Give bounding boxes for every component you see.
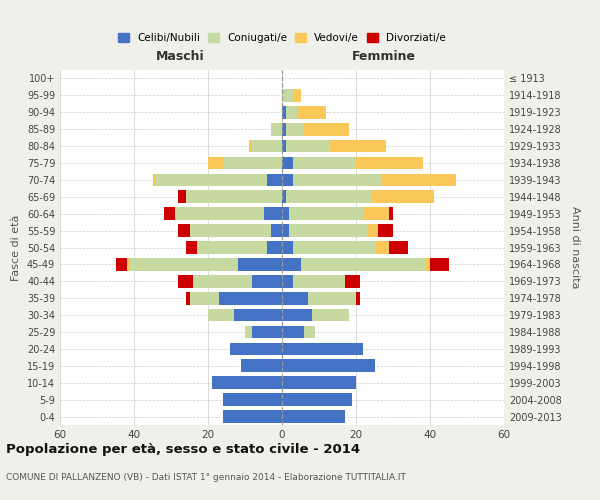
- Bar: [282, 376, 356, 389]
- Bar: [178, 190, 186, 203]
- Bar: [374, 241, 389, 254]
- Bar: [282, 394, 352, 406]
- Bar: [282, 224, 289, 237]
- Bar: [282, 275, 293, 287]
- Bar: [282, 140, 286, 152]
- Bar: [130, 258, 238, 270]
- Bar: [164, 208, 175, 220]
- Bar: [282, 410, 345, 423]
- Bar: [301, 258, 426, 270]
- Bar: [223, 156, 282, 170]
- Bar: [263, 208, 282, 220]
- Bar: [356, 292, 360, 304]
- Bar: [286, 140, 330, 152]
- Bar: [426, 258, 430, 270]
- Bar: [223, 394, 282, 406]
- Bar: [345, 275, 360, 287]
- Y-axis label: Fasce di età: Fasce di età: [11, 214, 21, 280]
- Bar: [282, 190, 286, 203]
- Bar: [293, 156, 356, 170]
- Bar: [364, 208, 389, 220]
- Bar: [116, 258, 127, 270]
- Bar: [238, 258, 282, 270]
- Bar: [289, 208, 364, 220]
- Bar: [304, 123, 349, 136]
- Bar: [178, 224, 190, 237]
- Bar: [282, 326, 304, 338]
- Bar: [282, 89, 293, 102]
- Bar: [371, 190, 434, 203]
- Bar: [175, 208, 263, 220]
- Bar: [289, 224, 367, 237]
- Bar: [271, 224, 282, 237]
- Bar: [286, 190, 371, 203]
- Bar: [212, 376, 282, 389]
- Bar: [286, 106, 297, 118]
- Bar: [282, 106, 286, 118]
- Bar: [271, 123, 282, 136]
- Bar: [389, 241, 408, 254]
- Bar: [293, 89, 301, 102]
- Bar: [293, 174, 382, 186]
- Bar: [186, 190, 282, 203]
- Bar: [282, 241, 293, 254]
- Bar: [267, 174, 282, 186]
- Bar: [282, 360, 374, 372]
- Y-axis label: Anni di nascita: Anni di nascita: [570, 206, 580, 289]
- Bar: [193, 275, 253, 287]
- Bar: [190, 292, 219, 304]
- Bar: [293, 241, 374, 254]
- Bar: [282, 342, 364, 355]
- Bar: [249, 140, 253, 152]
- Bar: [430, 258, 449, 270]
- Bar: [253, 326, 282, 338]
- Bar: [253, 140, 282, 152]
- Bar: [190, 224, 271, 237]
- Bar: [156, 174, 267, 186]
- Bar: [186, 292, 190, 304]
- Bar: [234, 309, 282, 322]
- Bar: [308, 292, 356, 304]
- Bar: [282, 208, 289, 220]
- Bar: [297, 106, 326, 118]
- Bar: [186, 241, 197, 254]
- Bar: [208, 309, 234, 322]
- Bar: [282, 123, 286, 136]
- Bar: [378, 224, 393, 237]
- Bar: [282, 309, 311, 322]
- Bar: [286, 123, 304, 136]
- Bar: [152, 174, 156, 186]
- Bar: [178, 275, 193, 287]
- Bar: [293, 275, 345, 287]
- Text: Maschi: Maschi: [155, 50, 204, 63]
- Bar: [382, 174, 456, 186]
- Bar: [208, 156, 223, 170]
- Bar: [389, 208, 393, 220]
- Bar: [223, 410, 282, 423]
- Bar: [127, 258, 130, 270]
- Bar: [330, 140, 386, 152]
- Bar: [241, 360, 282, 372]
- Bar: [267, 241, 282, 254]
- Bar: [367, 224, 378, 237]
- Bar: [311, 309, 349, 322]
- Bar: [219, 292, 282, 304]
- Text: Popolazione per età, sesso e stato civile - 2014: Popolazione per età, sesso e stato civil…: [6, 442, 360, 456]
- Bar: [282, 174, 293, 186]
- Bar: [304, 326, 316, 338]
- Bar: [356, 156, 422, 170]
- Bar: [230, 342, 282, 355]
- Bar: [282, 292, 308, 304]
- Bar: [197, 241, 267, 254]
- Bar: [282, 156, 293, 170]
- Bar: [245, 326, 253, 338]
- Bar: [253, 275, 282, 287]
- Legend: Celibi/Nubili, Coniugati/e, Vedovi/e, Divorziati/e: Celibi/Nubili, Coniugati/e, Vedovi/e, Di…: [114, 29, 450, 48]
- Text: COMUNE DI PALLANZENO (VB) - Dati ISTAT 1° gennaio 2014 - Elaborazione TUTTITALIA: COMUNE DI PALLANZENO (VB) - Dati ISTAT 1…: [6, 472, 406, 482]
- Text: Femmine: Femmine: [352, 50, 416, 63]
- Bar: [282, 258, 301, 270]
